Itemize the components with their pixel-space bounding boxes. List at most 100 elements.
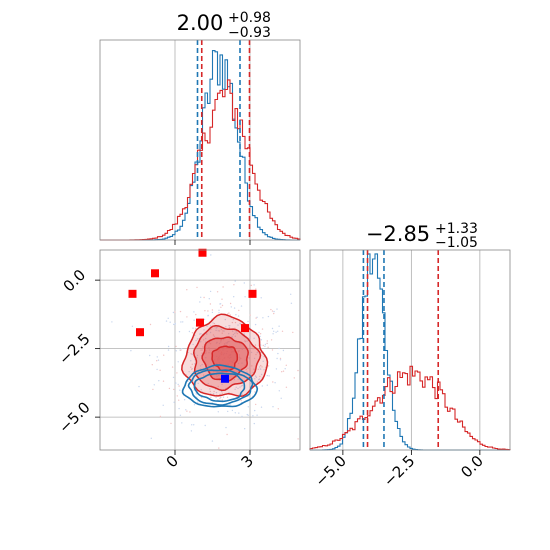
right-title-value: −2.85 xyxy=(366,222,430,246)
scatter-point xyxy=(215,329,217,332)
scatter-point xyxy=(260,368,262,370)
scatter-point xyxy=(240,385,243,387)
scatter-point xyxy=(277,408,279,410)
scatter-point xyxy=(284,368,286,370)
scatter-point xyxy=(277,330,279,332)
scatter-point xyxy=(274,382,276,384)
scatter-point xyxy=(244,364,246,366)
scatter-point xyxy=(237,351,240,353)
scatter-point xyxy=(156,356,158,358)
scatter-point xyxy=(157,359,160,361)
scatter-point xyxy=(138,385,140,388)
scatter-point xyxy=(219,303,221,305)
scatter-point xyxy=(165,320,168,322)
scatter-point xyxy=(220,328,223,331)
right-ticks: −5.0 −2.5 0.0 xyxy=(311,450,487,490)
panel-top-histogram: 2.00 +0.98 −0.93 xyxy=(99,10,301,245)
scatter-point xyxy=(162,404,164,406)
scatter-point xyxy=(236,332,238,335)
scatter-point xyxy=(252,348,254,350)
scatter-point xyxy=(213,322,216,325)
scatter-point xyxy=(232,330,234,332)
scatter-point xyxy=(254,409,256,412)
scatter-point xyxy=(241,362,243,364)
scatter-point xyxy=(170,422,172,425)
scatter-point xyxy=(185,409,187,411)
scatter-point xyxy=(193,363,196,365)
scatter-point xyxy=(169,321,171,323)
scatter-point xyxy=(276,308,278,310)
scatter-point xyxy=(281,330,284,332)
scatter-point xyxy=(211,309,214,311)
scatter-point xyxy=(249,367,251,369)
scatter-point xyxy=(279,359,282,361)
scatter-point xyxy=(178,399,180,401)
scatter-point xyxy=(179,389,181,391)
blue-contours xyxy=(181,364,259,408)
scatter-point xyxy=(253,357,256,360)
scatter-point xyxy=(153,384,155,386)
scatter-point xyxy=(263,369,265,371)
scatter-point xyxy=(240,399,242,402)
top-title-minus: −0.93 xyxy=(228,25,271,41)
scatter-point xyxy=(218,309,220,311)
scatter-point xyxy=(205,333,208,335)
scatter-point xyxy=(201,363,203,366)
scatter-point xyxy=(251,365,253,367)
scatter-point xyxy=(188,371,190,373)
y-tick-label: −2.5 xyxy=(55,330,93,368)
scatter-point xyxy=(253,368,256,370)
scatter-point xyxy=(192,327,194,329)
blue-contour-level xyxy=(181,364,259,408)
scatter-point xyxy=(227,313,229,315)
scatter-point xyxy=(267,346,269,348)
scatter-point xyxy=(221,298,223,300)
scatter-point xyxy=(180,348,183,350)
scatter-point xyxy=(246,371,248,373)
scatter-point xyxy=(273,330,275,332)
scatter-point xyxy=(203,318,206,321)
scatter-point xyxy=(180,349,182,351)
scatter-point xyxy=(247,320,249,323)
scatter-point xyxy=(229,302,232,305)
scatter-point xyxy=(176,372,178,374)
red-marker xyxy=(248,289,257,298)
scatter-point xyxy=(222,338,225,341)
scatter-point xyxy=(279,357,282,360)
scatter-point xyxy=(277,352,279,355)
scatter-point xyxy=(266,384,268,386)
scatter-point xyxy=(210,325,212,327)
x-tick-label: −2.5 xyxy=(380,452,418,490)
scatter-point xyxy=(196,354,199,357)
scatter-point xyxy=(266,342,268,345)
scatter-point xyxy=(223,330,225,332)
scatter-point xyxy=(260,364,262,367)
scatter-point xyxy=(259,335,261,338)
scatter-point xyxy=(221,399,223,401)
scatter-point xyxy=(225,426,227,429)
scatter-point xyxy=(230,306,232,308)
scatter-point xyxy=(190,366,192,368)
scatter-point xyxy=(244,359,247,361)
scatter-point xyxy=(233,378,236,381)
scatter-point xyxy=(209,343,212,345)
scatter-point xyxy=(212,322,214,324)
scatter-point xyxy=(228,325,230,327)
scatter-point xyxy=(238,354,241,356)
scatter-point xyxy=(281,371,283,373)
panel-2d-contour: 0 3 0.0 −2.5 −5.0 xyxy=(55,248,301,471)
scatter-point xyxy=(186,289,188,291)
scatter-point xyxy=(213,335,216,337)
scatter-point xyxy=(208,341,210,344)
scatter-point xyxy=(235,314,237,316)
scatter-point xyxy=(237,324,239,326)
scatter-point xyxy=(189,411,191,413)
scatter-panel-frame xyxy=(99,249,301,451)
scatter-point xyxy=(244,296,246,298)
scatter-point xyxy=(171,366,174,368)
scatter-point xyxy=(238,412,240,414)
scatter-point xyxy=(218,330,221,332)
scatter-point xyxy=(190,430,193,432)
scatter-point xyxy=(255,353,257,356)
scatter-point xyxy=(219,396,222,399)
